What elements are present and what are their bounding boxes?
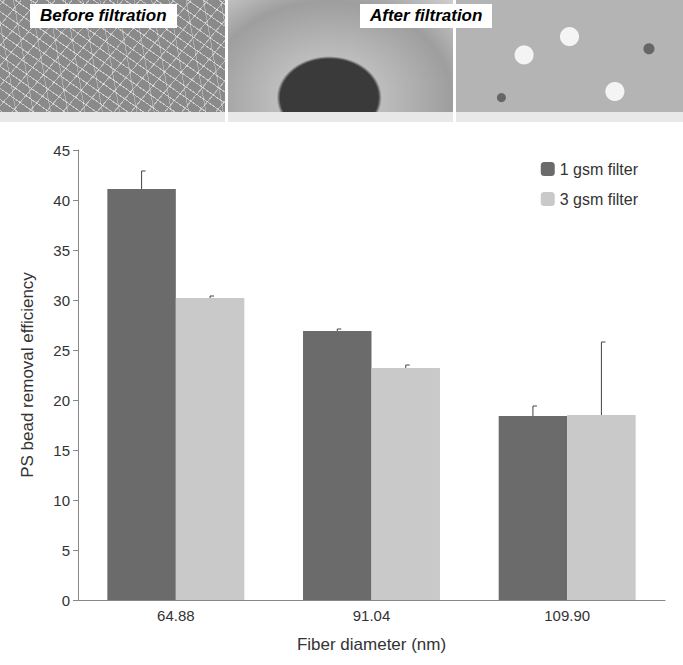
svg-text:25: 25 xyxy=(53,342,70,359)
html-text:Before filtration: Before filtration xyxy=(40,6,167,25)
svg-text:91.04: 91.04 xyxy=(353,607,391,624)
svg-text:45: 45 xyxy=(53,142,70,159)
svg-text:PS bead removal efficiency: PS bead removal efficiency xyxy=(18,272,37,478)
svg-text:40: 40 xyxy=(53,192,70,209)
svg-text:15: 15 xyxy=(53,442,70,459)
svg-text:1 gsm filter: 1 gsm filter xyxy=(560,161,639,178)
svg-text:5: 5 xyxy=(62,542,70,559)
svg-text:10: 10 xyxy=(53,492,70,509)
html-text:After filtration: After filtration xyxy=(370,6,483,25)
svg-text:20: 20 xyxy=(53,392,70,409)
svg-text:3 gsm filter: 3 gsm filter xyxy=(560,191,639,208)
svg-text:109.90: 109.90 xyxy=(544,607,590,624)
svg-text:35: 35 xyxy=(53,242,70,259)
svg-text:Fiber diameter (nm): Fiber diameter (nm) xyxy=(297,635,446,654)
svg-text:0: 0 xyxy=(62,592,70,609)
svg-text:30: 30 xyxy=(53,292,70,309)
svg-text:64.88: 64.88 xyxy=(157,607,195,624)
